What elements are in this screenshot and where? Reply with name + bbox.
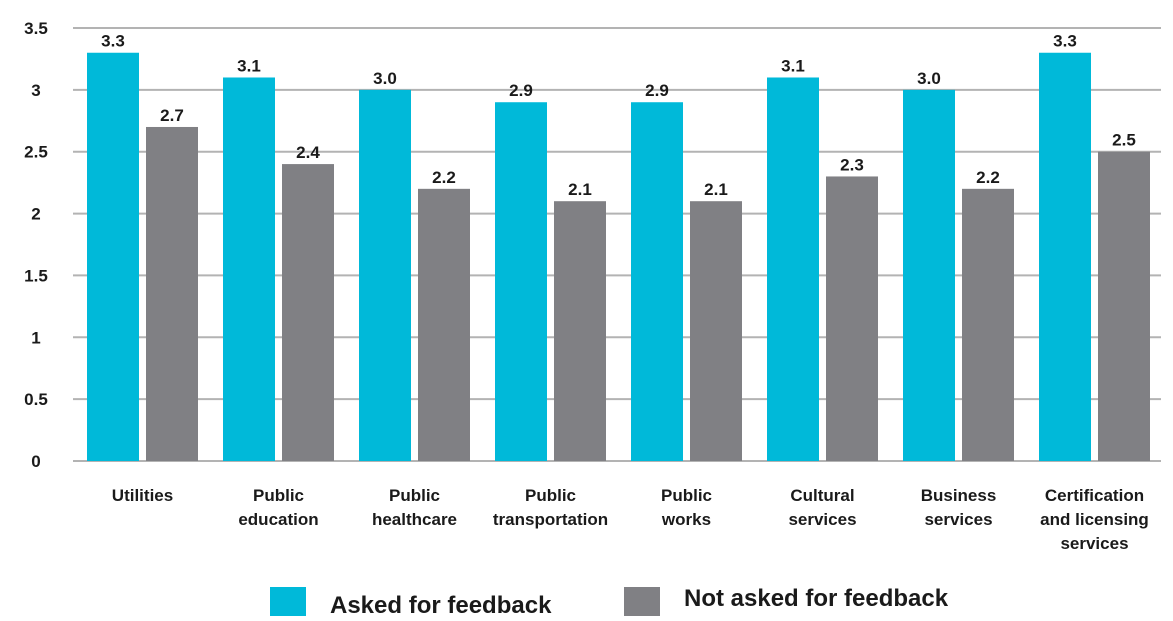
bar-not-asked	[146, 126, 198, 461]
bar-value-label: 2.4	[296, 143, 320, 162]
value-labels: 3.3 2.7 3.1 2.4 3.0 2.2 2.9 2.1 2.9 2.1 3.1 2.3 3.0 2…	[101, 32, 1136, 199]
legend-label: Asked for feedback	[330, 592, 552, 616]
bar-value-label: 3.3	[101, 32, 125, 51]
x-category-label: works	[661, 510, 711, 529]
y-tick-label: 3.5	[24, 19, 48, 38]
x-axis-labels: Utilities Public education Public healthcare…	[112, 486, 1149, 553]
bar-asked	[87, 52, 139, 461]
bar-value-label: 3.3	[1053, 32, 1077, 51]
legend-swatch	[270, 587, 306, 616]
bar-value-label: 2.5	[1112, 131, 1136, 150]
x-category-label: Certification	[1045, 486, 1144, 505]
bar-asked	[767, 77, 819, 461]
bar-not-asked	[554, 201, 606, 461]
x-category-label: Cultural	[790, 486, 854, 505]
bar-value-label: 2.2	[976, 168, 1000, 187]
bar-asked	[223, 77, 275, 461]
bar-value-label: 3.1	[237, 56, 261, 75]
bar-not-asked	[690, 201, 742, 461]
bar-value-label: 2.7	[160, 106, 184, 125]
bar-asked	[903, 89, 955, 461]
x-category-label: education	[238, 510, 318, 529]
bar-value-label: 2.1	[568, 180, 592, 199]
bar-value-label: 3.0	[373, 69, 397, 88]
x-category-label: Utilities	[112, 486, 173, 505]
bar-asked	[1039, 52, 1091, 461]
bar-value-label: 2.1	[704, 180, 728, 199]
x-category-label: services	[788, 510, 856, 529]
bar-not-asked	[962, 188, 1014, 462]
y-tick-label: 2.5	[24, 143, 48, 162]
y-tick-label: 0.5	[24, 390, 48, 409]
bar-value-label: 2.3	[840, 155, 864, 174]
bar-asked	[631, 102, 683, 461]
bars	[87, 52, 1150, 462]
x-category-label: Public	[525, 486, 576, 505]
x-category-label: Public	[389, 486, 440, 505]
bar-asked	[495, 102, 547, 461]
bar-value-label: 2.9	[509, 81, 533, 100]
bar-value-label: 3.1	[781, 56, 805, 75]
bar-value-label: 2.2	[432, 168, 456, 187]
y-tick-label: 3	[31, 81, 40, 100]
x-category-label: Public	[661, 486, 712, 505]
y-tick-label: 0	[31, 452, 40, 471]
bar-not-asked	[418, 188, 470, 462]
x-category-label: transportation	[493, 510, 608, 529]
x-category-label: Public	[253, 486, 304, 505]
x-category-label: healthcare	[372, 510, 457, 529]
x-category-label: services	[1060, 534, 1128, 553]
bar-not-asked	[1098, 151, 1150, 461]
x-category-label: Business	[921, 486, 997, 505]
x-category-label: services	[924, 510, 992, 529]
legend: Asked for feedback Not asked for feedback	[270, 585, 949, 619]
y-tick-label: 1	[31, 328, 40, 347]
y-axis-ticks: 0 0.5 1 1.5 2 2.5 3 3.5	[24, 19, 48, 471]
bar-value-label: 3.0	[917, 69, 941, 88]
legend-swatch	[624, 587, 660, 616]
bar-not-asked	[282, 164, 334, 462]
bar-value-label: 2.9	[645, 81, 669, 100]
bar-asked	[359, 89, 411, 461]
legend-label: Not asked for feedback	[684, 585, 949, 612]
y-tick-label: 2	[31, 205, 40, 224]
y-tick-label: 1.5	[24, 266, 48, 285]
bar-not-asked	[826, 176, 878, 461]
x-category-label: and licensing	[1040, 510, 1149, 529]
